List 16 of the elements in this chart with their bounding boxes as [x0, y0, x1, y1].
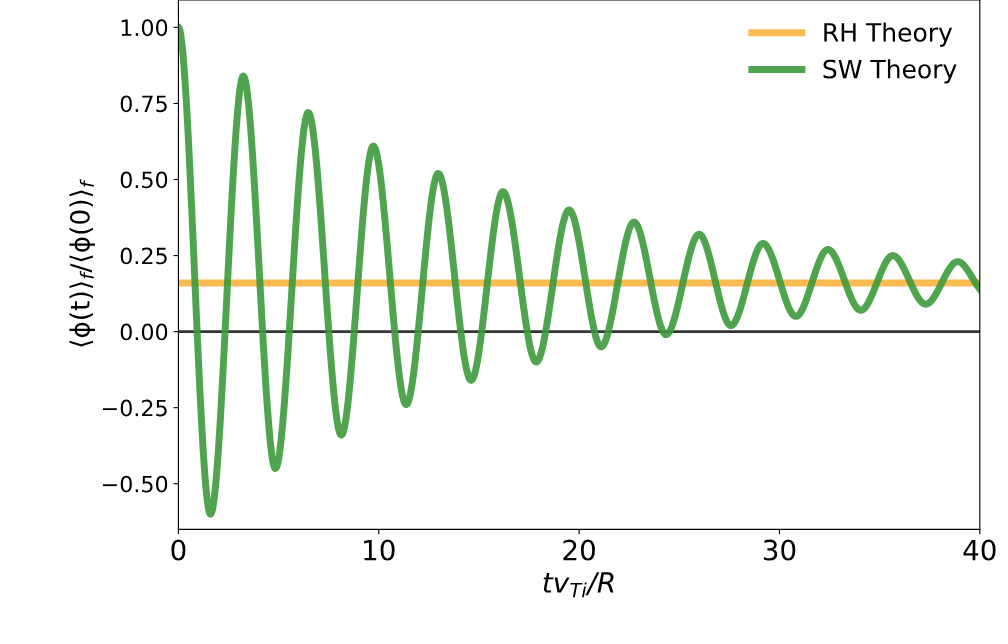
x-tick-label: 10: [364, 539, 395, 561]
y-tick-label: 0.00: [120, 323, 168, 341]
y-tick-label: 0.75: [120, 95, 167, 113]
x-tick-label: 40: [963, 539, 996, 561]
legend-label: SW Theory: [823, 59, 957, 84]
legend-label: RH Theory: [824, 22, 953, 47]
x-axis-title: tv$_{Ti}$/R: [543, 572, 614, 598]
y-tick-label: 1.00: [121, 19, 168, 37]
x-tick-label: 30: [763, 539, 796, 561]
y-tick-label: −0.50: [102, 475, 168, 493]
y-axis-title: ⟨ϕ(t)⟩$_{f}$/⟨ϕ(0)⟩$_{f}$: [69, 179, 95, 347]
x-tick-label: 0: [171, 539, 186, 561]
y-tick-label: −0.25: [102, 399, 167, 417]
x-tick-label: 20: [563, 539, 595, 561]
y-tick-label: 0.50: [120, 171, 168, 189]
y-tick-label: 0.25: [120, 247, 167, 265]
